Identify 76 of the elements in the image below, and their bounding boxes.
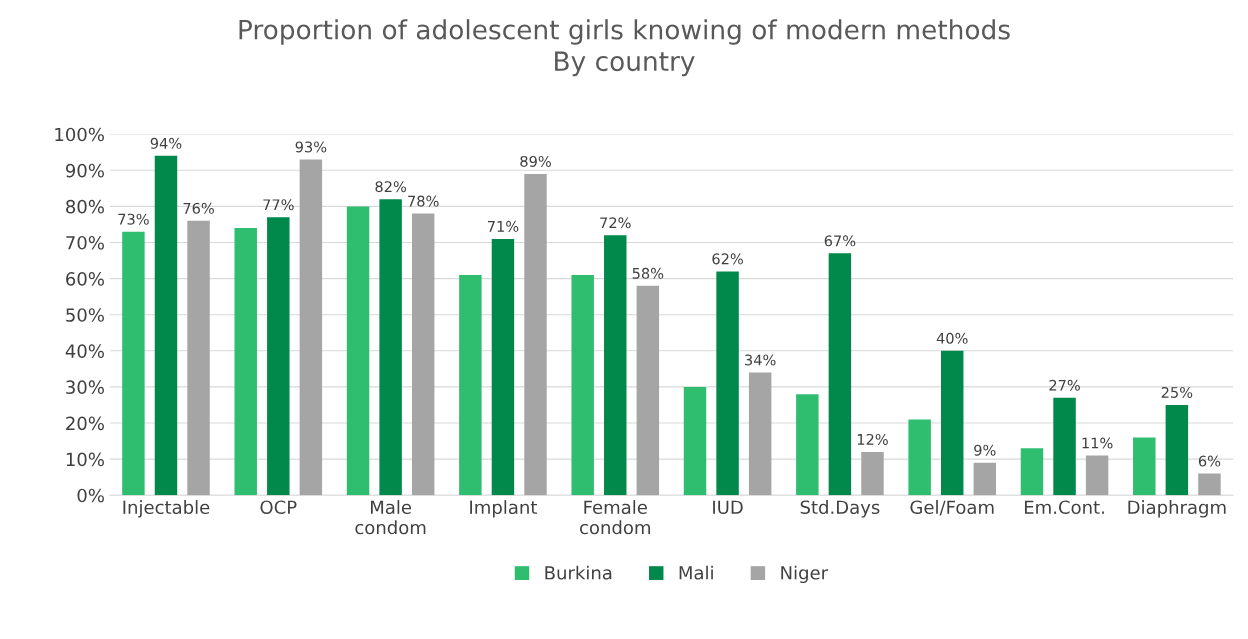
bar: [1020, 448, 1044, 496]
chart-title: Proportion of adolescent girls knowing of modern methods By country: [239, 19, 1010, 77]
data-label: 71%: [487, 220, 519, 232]
data-label: 76%: [183, 202, 214, 214]
bar: [604, 235, 627, 496]
bar: [861, 451, 884, 496]
y-tick-label: 20%: [66, 416, 104, 431]
data-label: 89%: [520, 155, 551, 167]
x-tick-label: Diaphragm: [1128, 500, 1226, 518]
legend-label: Niger: [781, 565, 829, 584]
data-label: 78%: [408, 195, 439, 207]
bar: [636, 285, 660, 496]
bar: [267, 217, 290, 496]
x-tick-label: IUD: [713, 500, 743, 515]
x-tick-label: Female condom: [580, 500, 650, 535]
data-label: 73%: [118, 213, 149, 225]
bar: [973, 462, 997, 496]
x-tick-label: Male condom: [355, 500, 426, 535]
y-tick-label: 0%: [77, 488, 104, 503]
y-tick-label: 10%: [66, 452, 104, 467]
data-label: 12%: [857, 433, 888, 445]
y-tick-label: 100%: [55, 127, 104, 142]
data-label: 82%: [375, 181, 407, 193]
bar: [1198, 473, 1221, 496]
data-label: 6%: [1198, 455, 1221, 467]
x-tick-label: Implant: [470, 500, 537, 518]
y-tick-label: 60%: [66, 272, 104, 286]
bar: [459, 274, 482, 496]
y-tick-label: 40%: [65, 344, 104, 358]
bar: [571, 274, 594, 496]
data-label: 72%: [600, 217, 631, 229]
data-label: 40%: [936, 332, 968, 344]
bar: [154, 155, 178, 496]
bar: [299, 159, 323, 496]
data-label: 25%: [1161, 386, 1193, 398]
data-label: 34%: [745, 354, 776, 366]
data-label: 93%: [295, 141, 327, 153]
bar: [524, 173, 547, 496]
x-tick-label: Injectable: [123, 500, 210, 518]
x-tick-label: Gel/Foam: [910, 500, 994, 516]
y-tick-label: 80%: [66, 199, 104, 214]
bar: [411, 213, 435, 496]
bar: [716, 271, 739, 496]
y-tick-label: 50%: [66, 308, 104, 322]
bar: [234, 228, 257, 496]
bar: [908, 419, 931, 496]
x-tick-label: OCP: [260, 500, 297, 515]
bar: [122, 231, 145, 496]
data-label: 77%: [263, 199, 294, 211]
x-tick-label: Em.Cont.: [1024, 500, 1104, 515]
data-label: 94%: [150, 137, 182, 149]
bar: [748, 372, 772, 496]
data-label: 58%: [632, 267, 664, 279]
bar: [346, 206, 370, 496]
bar: [379, 199, 402, 496]
data-label: 62%: [712, 253, 743, 265]
bar: [828, 253, 852, 496]
legend-label: Mali: [679, 565, 713, 580]
bar: [1165, 404, 1189, 496]
legend-label: Burkina: [545, 565, 612, 580]
bar: [683, 386, 707, 496]
bar: [796, 394, 819, 496]
data-label: 9%: [974, 444, 996, 456]
bar: [940, 350, 964, 496]
bar: [491, 238, 515, 496]
bar: [1133, 437, 1156, 496]
data-label: 11%: [1082, 437, 1113, 449]
y-tick-label: 70%: [66, 235, 104, 250]
bar: [187, 220, 210, 496]
y-tick-label: 30%: [66, 380, 104, 395]
x-tick-label: Std.Days: [800, 500, 880, 518]
y-tick-label: 90%: [65, 163, 104, 178]
data-label: 27%: [1049, 379, 1080, 391]
bar: [1053, 397, 1076, 496]
data-label: 67%: [824, 235, 856, 247]
bar: [1085, 455, 1109, 496]
